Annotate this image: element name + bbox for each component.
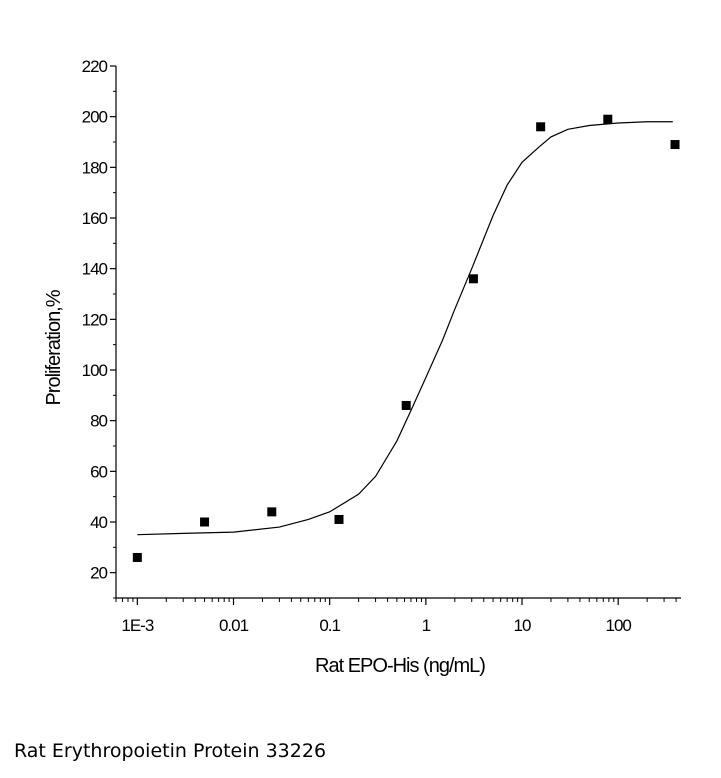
y-tick-label: 60 bbox=[90, 462, 107, 481]
y-axis-title: Proliferation,% bbox=[43, 289, 65, 405]
x-axis-title: Rat EPO-His (ng/mL) bbox=[315, 655, 485, 677]
y-tick-label: 100 bbox=[82, 361, 108, 380]
x-tick-label: 1 bbox=[422, 616, 431, 635]
data-point bbox=[267, 507, 277, 517]
data-point bbox=[132, 552, 142, 562]
y-tick-label: 120 bbox=[82, 310, 108, 329]
data-point bbox=[334, 514, 344, 524]
data-point bbox=[603, 114, 613, 124]
data-point bbox=[670, 140, 680, 150]
x-tick-label: 1E-3 bbox=[121, 616, 153, 635]
y-tick-label: 220 bbox=[82, 57, 108, 76]
chart: 20 40 60 80 100 120 140 160 180 200 220 1E-3 0.01 0.1… bbox=[43, 57, 681, 677]
y-tick-label: 160 bbox=[82, 209, 108, 228]
data-point bbox=[401, 400, 411, 410]
y-tick-label: 40 bbox=[90, 513, 107, 532]
x-tick-label: 0.01 bbox=[219, 616, 249, 635]
figure-caption: Rat Erythropoietin Protein 33226 bbox=[14, 740, 327, 762]
data-point bbox=[468, 274, 478, 284]
data-point bbox=[536, 122, 546, 132]
x-tick-label: 0.1 bbox=[319, 616, 340, 635]
fit-curve bbox=[137, 121, 673, 536]
y-tick-label: 140 bbox=[82, 260, 108, 279]
y-tick-label: 200 bbox=[82, 108, 108, 127]
plot-svg: 20 40 60 80 100 120 140 160 180 200 220 1E-3 0.01 0.1… bbox=[43, 57, 681, 677]
y-tick-label: 180 bbox=[82, 158, 108, 177]
x-tick-label: 10 bbox=[514, 616, 531, 635]
y-tick-label: 20 bbox=[90, 564, 107, 583]
x-tick-label: 100 bbox=[605, 616, 631, 635]
y-tick-label: 80 bbox=[90, 412, 107, 431]
data-point bbox=[200, 517, 210, 527]
